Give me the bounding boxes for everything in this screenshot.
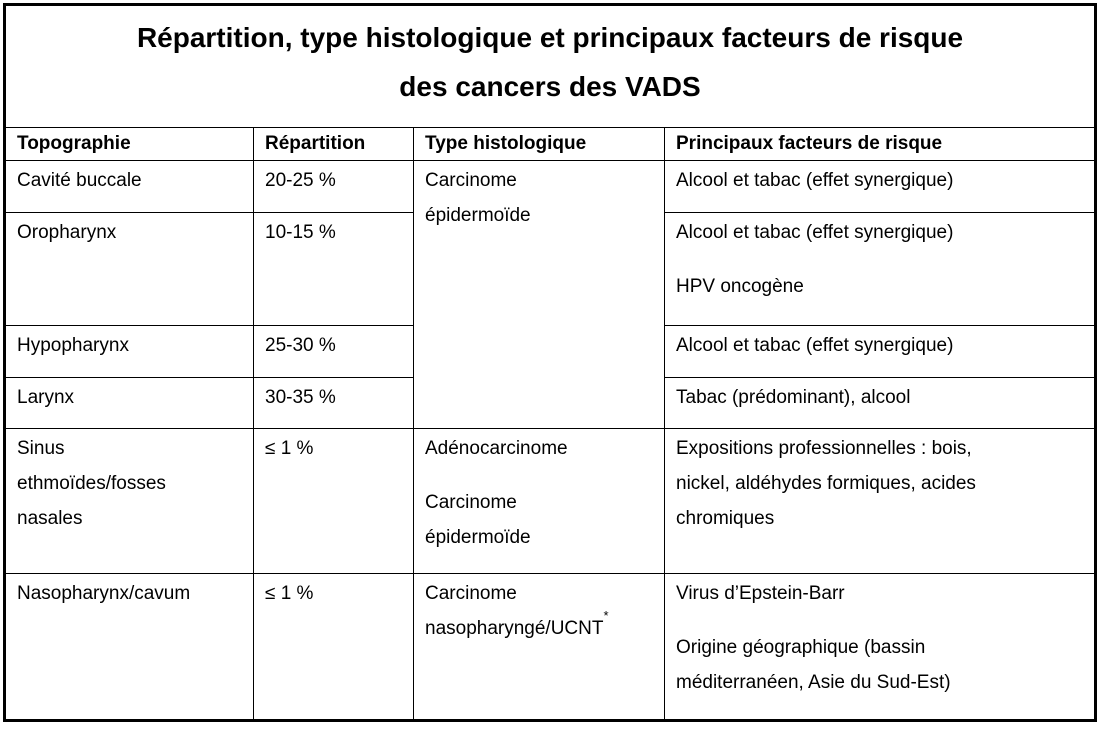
title-row: Répartition, type histologique et princi…	[3, 4, 1097, 128]
cell-paragraph: Virus d’Epstein-Barr	[676, 576, 1083, 611]
cell-paragraph: Tabac (prédominant), alcool	[676, 380, 1083, 415]
column-header-facteurs-de-risque: Principaux facteurs de risque	[663, 127, 1097, 161]
cell-histology-merged: Carcinome épidermoïde	[413, 160, 665, 429]
cell-paragraph: Alcool et tabac (effet synergique)	[676, 328, 1083, 363]
cell-topography: Hypopharynx	[4, 325, 254, 378]
cell-topography: Nasopharynx/cavum	[4, 573, 254, 721]
column-header-type-histologique: Type histologique	[413, 127, 665, 161]
cell-text-line: Alcool et tabac (effet synergique)	[676, 335, 954, 356]
cell-text-line: Virus d’Epstein-Barr	[676, 583, 845, 604]
cell-risk-factors: Virus d’Epstein-Barr Origine géographique…	[663, 573, 1097, 721]
cell-text-line: épidermoïde	[425, 205, 531, 226]
cell-paragraph: HPV oncogène	[676, 269, 1083, 304]
cell-text-line: chromiques	[676, 508, 775, 529]
cell-paragraph: Alcool et tabac (effet synergique)	[676, 215, 1083, 250]
header-row: Topographie Répartition Type histologiqu…	[4, 127, 1097, 161]
repartition-value: ≤ 1 %	[265, 438, 314, 459]
cell-histology: Carcinome nasopharyngé/UCNT*	[413, 573, 665, 721]
cell-risk-factors: Alcool et tabac (effet synergique) HPV on…	[663, 212, 1097, 326]
cell-paragraph: Nasopharynx/cavum	[17, 576, 242, 611]
cell-risk-factors: Alcool et tabac (effet synergique)	[663, 325, 1097, 378]
cell-text-line: Expositions professionnelles : bois,	[676, 438, 972, 459]
cell-paragraph: Origine géographique (bassin méditerranée…	[676, 630, 1083, 700]
histology-paragraph: Carcinome nasopharyngé/UCNT*	[425, 576, 653, 646]
cell-topography: Larynx	[4, 377, 254, 429]
table-row-sinus-ethmoides: Sinus ethmoïdes/fosses nasales ≤ 1 % Adéno…	[4, 428, 1097, 574]
table-row-hypopharynx: Hypopharynx 25-30 % Alcool et tabac (eff…	[4, 325, 1097, 378]
cell-topography: Oropharynx	[4, 212, 254, 326]
cell-text-line: nasales	[17, 508, 83, 529]
cell-repartition: ≤ 1 %	[253, 428, 414, 574]
cell-text-line: nickel, aldéhydes formiques, acides	[676, 473, 976, 494]
cell-paragraph: Oropharynx	[17, 215, 242, 250]
table-title-line-2: des cancers des VADS	[399, 71, 701, 102]
column-header-repartition: Répartition	[253, 127, 414, 161]
cell-histology: Adénocarcinome Carcinome épidermoïde	[413, 428, 665, 574]
table-row-nasopharynx-cavum: Nasopharynx/cavum ≤ 1 % Carcinome nasoph…	[4, 573, 1097, 721]
column-header-topographie: Topographie	[4, 127, 254, 161]
cell-text-line: Sinus	[17, 438, 65, 459]
cell-paragraph: Larynx	[17, 380, 242, 415]
cell-text-line: Adénocarcinome	[425, 438, 568, 459]
cell-text-line: Origine géographique (bassin	[676, 637, 926, 658]
table-title: Répartition, type histologique et princi…	[3, 4, 1097, 128]
cell-text-line: Larynx	[17, 387, 75, 408]
cell-paragraph: Carcinome épidermoïde	[425, 485, 653, 555]
cell-repartition: ≤ 1 %	[253, 573, 414, 721]
cell-text-line: Tabac (prédominant), alcool	[676, 387, 911, 408]
table-row-cavite-buccale: Cavité buccale 20-25 % Carcinome épidermo…	[4, 160, 1097, 429]
cell-risk-factors: Alcool et tabac (effet synergique)	[663, 160, 1097, 213]
cell-risk-factors: Tabac (prédominant), alcool	[663, 377, 1097, 429]
cell-topography: Sinus ethmoïdes/fosses nasales	[4, 428, 254, 574]
cell-text-line: Oropharynx	[17, 222, 117, 243]
cell-text-line: Carcinome	[425, 170, 517, 191]
cell-paragraph: Hypopharynx	[17, 328, 242, 363]
vads-cancer-table: Répartition, type histologique et princi…	[3, 3, 1098, 722]
repartition-value: 30-35 %	[265, 387, 336, 408]
table-row-oropharynx: Oropharynx 10-15 % Alcool et tabac (effe…	[4, 212, 1097, 326]
cell-paragraph: Adénocarcinome	[425, 431, 653, 466]
cell-topography: Cavité buccale	[4, 160, 254, 213]
cell-repartition: 30-35 %	[253, 377, 414, 429]
repartition-value: 20-25 %	[265, 170, 336, 191]
cell-repartition: 20-25 %	[253, 160, 414, 213]
table-title-line-1: Répartition, type histologique et princi…	[136, 22, 964, 53]
repartition-value: ≤ 1 %	[265, 583, 314, 604]
cell-text-line: HPV oncogène	[676, 276, 804, 297]
histology-ucnt-text: nasopharyngé/UCNT	[425, 618, 604, 639]
cell-text-line: méditerranéen, Asie du Sud-Est)	[676, 672, 951, 693]
cell-text-line: Carcinome	[425, 492, 517, 513]
repartition-value: 10-15 %	[265, 222, 336, 243]
repartition-value: 25-30 %	[265, 335, 336, 356]
histology-line-1: Carcinome	[425, 583, 517, 604]
cell-risk-factors: Expositions professionnelles : bois, nick…	[663, 428, 1097, 574]
cell-text-line: épidermoïde	[425, 527, 531, 548]
cell-text-line: Nasopharynx/cavum	[17, 583, 191, 604]
cell-paragraph: Carcinome épidermoïde	[425, 163, 653, 233]
footnote-asterisk: *	[603, 607, 609, 623]
cell-text-line: ethmoïdes/fosses	[17, 473, 166, 494]
cell-paragraph: Cavité buccale	[17, 163, 242, 198]
cell-paragraph: Expositions professionnelles : bois, nick…	[676, 431, 1083, 536]
cell-repartition: 25-30 %	[253, 325, 414, 378]
cell-text-line: Cavité buccale	[17, 170, 142, 191]
histology-line-2: nasopharyngé/UCNT*	[425, 607, 653, 646]
cell-text-line: Alcool et tabac (effet synergique)	[676, 222, 954, 243]
cell-repartition: 10-15 %	[253, 212, 414, 326]
cell-text-line: Alcool et tabac (effet synergique)	[676, 170, 954, 191]
cell-paragraph: Alcool et tabac (effet synergique)	[676, 163, 1083, 198]
cell-text-line: Hypopharynx	[17, 335, 129, 356]
cell-paragraph: Sinus ethmoïdes/fosses nasales	[17, 431, 242, 536]
